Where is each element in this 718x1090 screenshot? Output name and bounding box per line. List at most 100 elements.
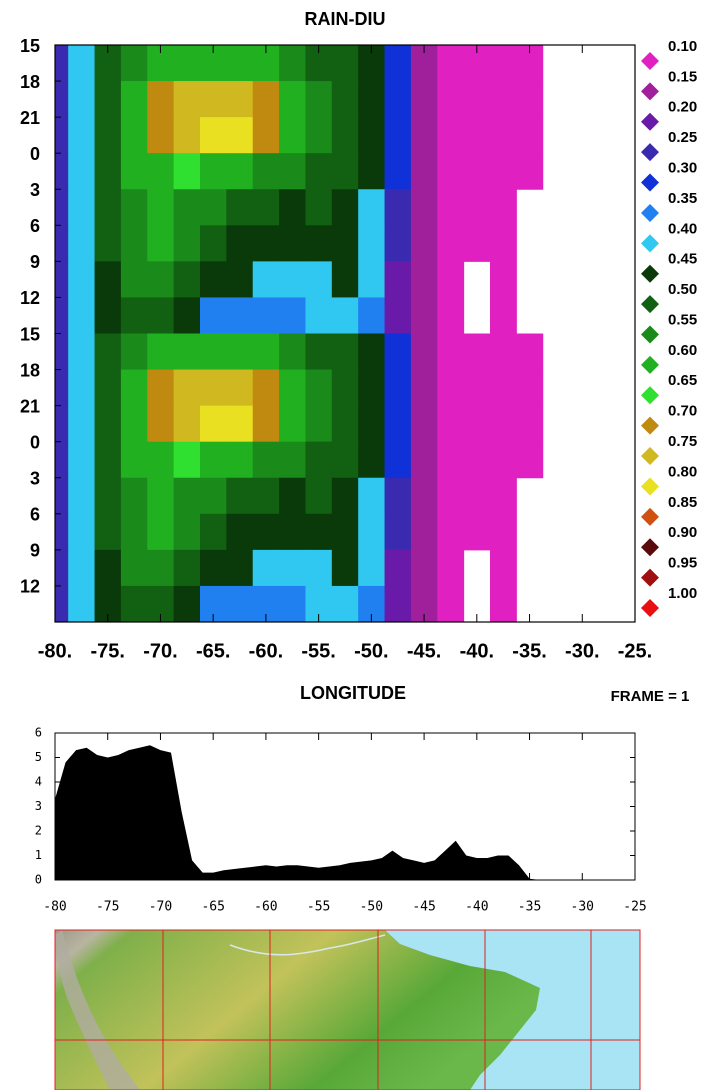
contour-cell <box>226 45 254 82</box>
contour-cell <box>147 405 175 443</box>
contour-cell <box>463 333 491 371</box>
contour-cell <box>120 477 148 515</box>
contour-cell <box>252 477 280 515</box>
contour-cell <box>358 225 386 262</box>
x-tick-label: -65. <box>196 640 230 662</box>
y-tick-label: 12 <box>20 288 40 308</box>
y-tick-label: 2 <box>35 824 42 838</box>
x-tick-label: -60. <box>249 640 283 662</box>
contour-cell <box>173 549 201 587</box>
contour-cell <box>252 333 280 371</box>
contour-cell <box>437 117 465 154</box>
legend-swatch <box>641 52 659 70</box>
contour-cell <box>173 513 201 551</box>
contour-cell <box>384 45 412 82</box>
x-tick-label: -70 <box>149 900 172 915</box>
x-tick-label: -25 <box>623 900 646 915</box>
legend-label: 0.15 <box>668 68 697 85</box>
contour-field <box>55 45 544 622</box>
map <box>54 929 641 1090</box>
contour-cell <box>120 585 148 622</box>
contour-cell <box>55 45 69 82</box>
contour-cell <box>147 549 175 587</box>
contour-cell <box>226 81 254 118</box>
contour-cell <box>226 369 254 407</box>
x-tick-label: -75. <box>90 640 124 662</box>
contour-cell <box>173 117 201 154</box>
contour-cell <box>279 297 306 334</box>
contour-cell <box>358 369 386 407</box>
contour-cell <box>358 441 386 479</box>
legend-swatch <box>641 355 659 374</box>
contour-cell <box>55 369 69 407</box>
contour-cell <box>200 405 227 443</box>
contour-cell <box>516 333 544 371</box>
contour-cell <box>173 189 201 226</box>
legend-swatch <box>641 234 659 253</box>
contour-cell <box>490 225 517 262</box>
contour-cell <box>305 297 333 334</box>
legend-swatch <box>641 143 659 162</box>
contour-cell <box>226 261 254 298</box>
contour-cell <box>279 549 306 587</box>
y-tick-label: 9 <box>30 541 40 561</box>
contour-cell <box>55 81 69 118</box>
x-tick-label: -30. <box>565 640 599 662</box>
y-tick-label: 6 <box>30 216 40 236</box>
contour-cell <box>331 441 359 479</box>
map-frame <box>54 929 641 1090</box>
contour-cell <box>173 225 201 262</box>
frame-annotation: FRAME = 1 <box>611 688 690 705</box>
contour-cell <box>463 513 491 551</box>
contour-cell <box>437 585 465 622</box>
contour-cell <box>68 333 96 371</box>
contour-cell <box>305 333 333 371</box>
x-tick-label: -40 <box>465 900 488 915</box>
contour-cell <box>490 153 517 190</box>
x-tick-label: -75 <box>96 900 119 915</box>
contour-cell <box>384 297 412 334</box>
y-tick-label: 15 <box>20 36 40 56</box>
contour-cell <box>279 369 306 407</box>
contour-cell <box>147 441 175 479</box>
contour-cell <box>226 297 254 334</box>
contour-cell <box>516 405 544 443</box>
contour-cell <box>55 333 69 371</box>
contour-cell <box>490 261 517 298</box>
contour-cell <box>463 405 491 443</box>
contour-cell <box>410 513 438 551</box>
contour-cell <box>516 369 544 407</box>
contour-cell <box>55 225 69 262</box>
contour-cell <box>173 477 201 515</box>
legend-label: 0.60 <box>668 342 697 359</box>
contour-cell <box>252 117 280 154</box>
contour-cell <box>305 549 333 587</box>
contour-cell <box>410 261 438 298</box>
contour-cell <box>226 585 254 622</box>
legend-swatch <box>641 82 659 101</box>
contour-cell <box>55 405 69 443</box>
x-tick-label: -45 <box>412 900 435 915</box>
contour-cell <box>68 405 96 443</box>
contour-cell <box>252 189 280 226</box>
contour-cell <box>147 513 175 551</box>
contour-cell <box>305 117 333 154</box>
legend-label: 0.20 <box>668 99 697 116</box>
contour-cell <box>120 261 148 298</box>
contour-cell <box>358 549 386 587</box>
legend-swatch <box>641 416 659 435</box>
andes <box>55 930 140 1090</box>
y-tick-label: 0 <box>35 873 42 887</box>
contour-cell <box>68 45 96 82</box>
contour-cell <box>305 81 333 118</box>
contour-cell <box>226 405 254 443</box>
contour-cell <box>358 189 386 226</box>
contour-cell <box>94 405 122 443</box>
contour-cell <box>120 81 148 118</box>
contour-cell <box>94 297 122 334</box>
contour-cell <box>410 333 438 371</box>
y-tick-label: 3 <box>30 469 40 489</box>
x-tick-label: -50 <box>360 900 383 915</box>
contour-cell <box>437 369 465 407</box>
legend-swatch <box>641 507 659 526</box>
